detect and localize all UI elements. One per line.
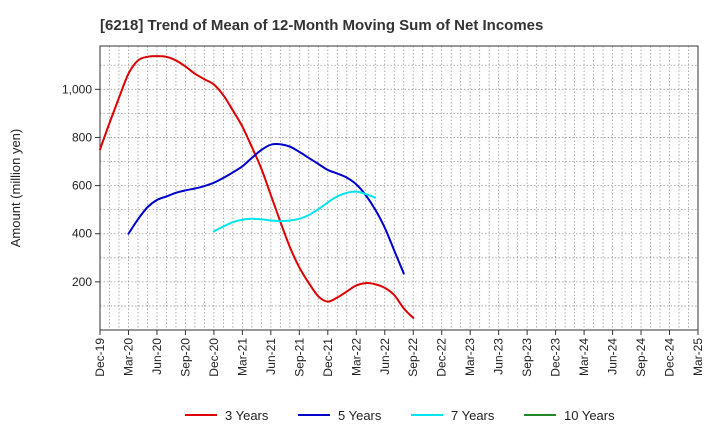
x-tick-label: Sep-24 bbox=[634, 338, 648, 377]
x-tick-label: Dec-20 bbox=[207, 338, 221, 377]
series-line-5-years bbox=[127, 142, 405, 275]
x-tick-label: Sep-23 bbox=[520, 338, 534, 377]
grid bbox=[100, 46, 698, 330]
x-tick-label: Jun-22 bbox=[378, 338, 392, 375]
x-tick-label: Dec-24 bbox=[663, 338, 677, 377]
x-tick-label: Dec-22 bbox=[435, 338, 449, 377]
y-tick-label: 1,000 bbox=[62, 82, 92, 96]
x-tick-label: Mar-23 bbox=[463, 338, 477, 376]
x-tick-label: Jun-23 bbox=[492, 338, 506, 375]
x-tick-label: Mar-22 bbox=[349, 338, 363, 376]
x-tick-label: Mar-25 bbox=[691, 338, 705, 376]
x-tick-label: Mar-21 bbox=[235, 338, 249, 376]
chart-title: [6218] Trend of Mean of 12-Month Moving … bbox=[100, 17, 543, 34]
x-tick-label: Jun-24 bbox=[606, 338, 620, 375]
x-axis: Dec-19 Mar-20 Jun-20 Sep-20 Dec-20 Mar-21 Jun-… bbox=[93, 330, 705, 377]
x-tick-label: Jun-20 bbox=[150, 338, 164, 375]
y-tick-label: 600 bbox=[72, 179, 92, 193]
legend-label-10-years: 10 Years bbox=[564, 408, 615, 423]
x-tick-label: Sep-22 bbox=[406, 338, 420, 377]
series-lines bbox=[99, 55, 415, 319]
x-tick-label: Mar-20 bbox=[121, 338, 135, 376]
x-tick-label: Sep-21 bbox=[292, 338, 306, 377]
x-tick-label: Jun-21 bbox=[264, 338, 278, 375]
plot-area-frame bbox=[99, 45, 699, 331]
series-line-7-years bbox=[212, 190, 377, 233]
legend-label-5-years: 5 Years bbox=[338, 408, 382, 423]
y-tick-label: 400 bbox=[72, 227, 92, 241]
x-tick-label: Dec-21 bbox=[321, 338, 335, 377]
legend-label-7-years: 7 Years bbox=[451, 408, 495, 423]
legend-label-3-years: 3 Years bbox=[225, 408, 269, 423]
y-tick-label: 800 bbox=[72, 130, 92, 144]
x-tick-label: Dec-23 bbox=[549, 338, 563, 377]
x-tick-label: Mar-24 bbox=[577, 338, 591, 376]
y-tick-label: 200 bbox=[72, 275, 92, 289]
x-tick-label: Sep-20 bbox=[178, 338, 192, 377]
series-line-3-years bbox=[99, 55, 415, 319]
x-tick-label: Dec-19 bbox=[93, 338, 107, 377]
legend: 3 Years 5 Years 7 Years 10 Years bbox=[185, 408, 615, 423]
y-axis: 200 400 600 800 1,000 bbox=[62, 82, 100, 289]
y-axis-label: Amount (million yen) bbox=[8, 129, 23, 248]
